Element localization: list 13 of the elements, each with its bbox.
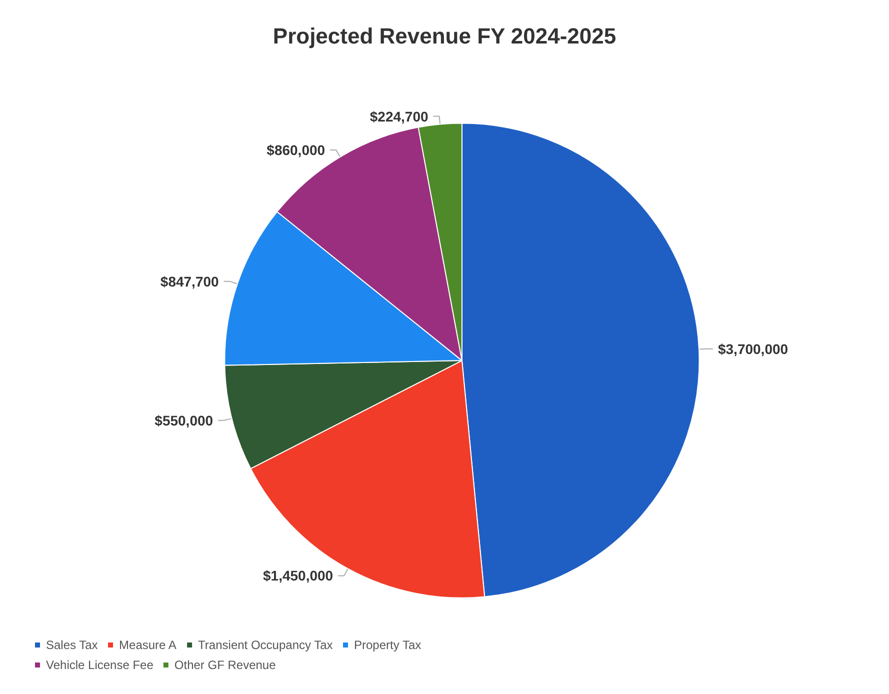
- data-label: $860,000: [266, 142, 326, 158]
- data-label: $550,000: [154, 412, 214, 428]
- legend-label: Transient Occupancy Tax: [198, 638, 333, 652]
- legend-label: Other GF Revenue: [174, 658, 276, 672]
- data-label: $224,700: [370, 108, 429, 124]
- data-label: $847,700: [160, 273, 220, 290]
- legend-label: Property Tax: [354, 638, 422, 652]
- legend-label: Vehicle License Fee: [46, 658, 154, 672]
- legend-label: Measure A: [119, 638, 176, 652]
- chart-title: Projected Revenue FY 2024-2025: [272, 24, 616, 48]
- legend-label: Sales Tax: [46, 638, 98, 652]
- data-label: $1,450,000: [263, 568, 334, 584]
- data-label: $3,700,000: [718, 340, 788, 357]
